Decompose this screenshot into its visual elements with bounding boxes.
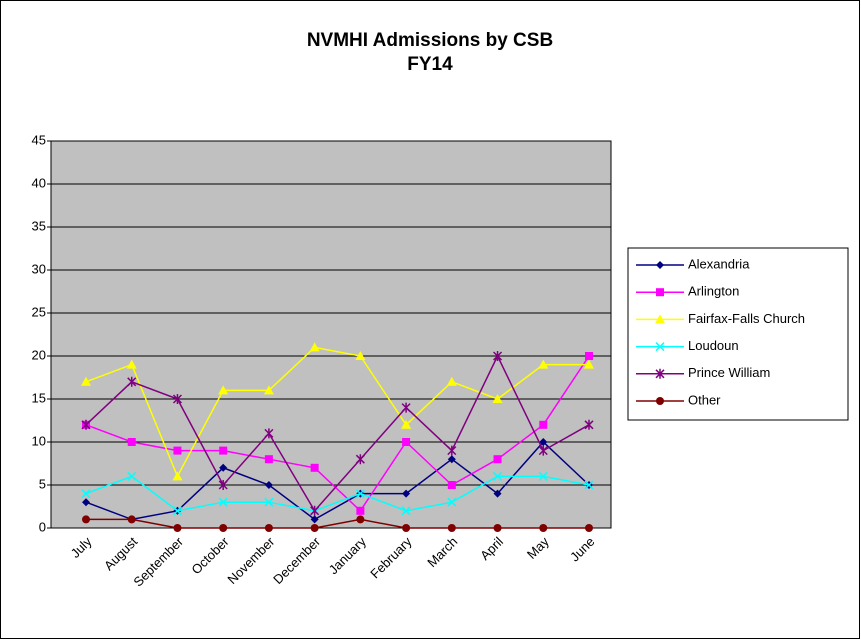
data-point xyxy=(401,402,411,413)
data-point xyxy=(538,359,549,369)
data-point xyxy=(172,394,182,404)
plot-area xyxy=(50,140,612,529)
data-point xyxy=(310,505,320,516)
data-point xyxy=(310,463,319,472)
data-point xyxy=(447,524,456,532)
y-tick-label: 35 xyxy=(32,218,46,233)
data-point xyxy=(447,481,456,489)
data-point xyxy=(584,359,594,369)
data-point xyxy=(264,428,274,439)
data-point xyxy=(126,359,137,369)
data-point xyxy=(264,497,274,507)
data-point xyxy=(173,446,182,455)
y-tick-label: 20 xyxy=(32,347,46,362)
data-point xyxy=(310,515,319,524)
series-line xyxy=(85,475,590,512)
legend-marker xyxy=(655,314,665,324)
data-point xyxy=(402,489,411,498)
series-line xyxy=(85,355,590,512)
data-point xyxy=(584,480,594,490)
data-point xyxy=(446,376,457,386)
data-point xyxy=(401,419,412,429)
data-point xyxy=(401,506,411,516)
data-point xyxy=(356,515,365,524)
data-point xyxy=(82,498,90,507)
data-point xyxy=(219,524,228,532)
data-point xyxy=(356,506,365,515)
legend-marker xyxy=(656,397,664,405)
data-point xyxy=(493,524,502,532)
y-tick-label: 40 xyxy=(32,175,46,190)
data-point xyxy=(585,524,593,532)
y-tick-label: 15 xyxy=(32,390,46,405)
data-point xyxy=(310,524,319,532)
y-tick-label: 45 xyxy=(32,132,46,147)
data-point xyxy=(493,455,502,464)
data-point xyxy=(173,524,182,532)
legend-label: Fairfax-Falls Church xyxy=(688,311,805,326)
data-point xyxy=(127,515,136,524)
legend-label: Arlington xyxy=(688,284,739,299)
data-point xyxy=(127,438,136,446)
legend-marker xyxy=(655,368,665,379)
y-tick-label: 10 xyxy=(32,433,46,448)
data-point xyxy=(81,489,91,499)
data-point xyxy=(82,515,90,524)
data-point xyxy=(219,446,228,455)
data-point xyxy=(127,471,137,481)
data-point xyxy=(263,385,274,395)
data-point xyxy=(264,481,273,489)
data-point xyxy=(218,497,228,507)
data-point xyxy=(539,420,548,429)
data-point xyxy=(402,438,411,446)
data-point xyxy=(447,445,457,456)
data-point xyxy=(355,454,365,465)
data-point xyxy=(355,489,365,499)
data-point xyxy=(447,497,457,507)
data-point xyxy=(309,342,320,352)
data-point xyxy=(539,524,548,532)
chart-title: NVMHI Admissions by CSB xyxy=(307,30,553,51)
data-point xyxy=(584,419,594,430)
legend-label: Alexandria xyxy=(688,256,750,271)
data-point xyxy=(492,394,503,403)
data-point xyxy=(493,489,502,498)
y-tick-label: 25 xyxy=(32,304,46,319)
data-point xyxy=(127,376,137,387)
data-point xyxy=(493,351,503,361)
series-line xyxy=(85,440,590,521)
legend-label: Prince William xyxy=(688,365,770,380)
data-point xyxy=(218,480,228,490)
data-point xyxy=(538,445,548,456)
data-point xyxy=(172,471,183,481)
legend xyxy=(627,247,849,421)
data-point xyxy=(81,376,91,386)
legend-label: Loudoun xyxy=(688,338,739,353)
data-point xyxy=(355,351,366,360)
legend-label: Other xyxy=(688,392,721,407)
y-tick-label: 5 xyxy=(39,476,46,491)
y-tick-label: 0 xyxy=(39,519,46,534)
legend-marker xyxy=(656,288,664,297)
y-tick-label: 30 xyxy=(32,261,46,276)
data-point xyxy=(447,455,456,464)
data-point xyxy=(81,419,91,430)
data-point xyxy=(264,524,273,532)
data-point xyxy=(218,385,229,395)
series-line xyxy=(85,354,590,513)
data-point xyxy=(219,463,228,472)
series-line xyxy=(86,518,589,529)
series-line xyxy=(85,346,589,479)
data-point xyxy=(172,506,182,516)
data-point xyxy=(402,524,411,532)
chart-subtitle: FY14 xyxy=(407,54,453,75)
data-point xyxy=(264,455,273,464)
legend-marker xyxy=(655,342,665,352)
data-point xyxy=(493,471,503,481)
data-point xyxy=(539,438,548,446)
data-point xyxy=(538,471,548,481)
legend-marker xyxy=(656,261,664,269)
data-point xyxy=(585,352,593,360)
